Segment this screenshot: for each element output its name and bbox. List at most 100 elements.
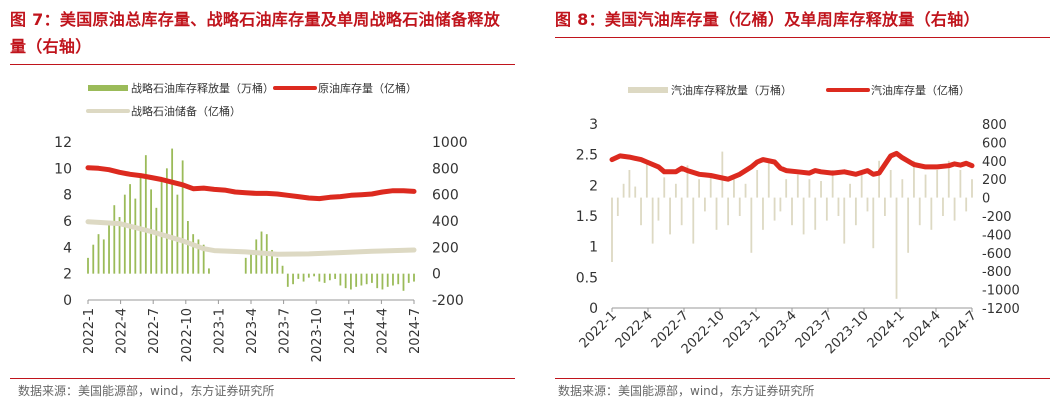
- x-tick-label-0: 2022-1: [577, 308, 620, 351]
- bar-1-40: [843, 197, 846, 244]
- bar-1-47: [884, 197, 886, 216]
- bar-1-20: [727, 197, 730, 226]
- bar-1-18: [715, 197, 718, 230]
- x-tick-label-10: 2024-7: [408, 308, 423, 354]
- series-line-0: [85, 165, 417, 202]
- left-axis-tick-4: 2: [589, 178, 598, 194]
- bar-1-33: [802, 197, 805, 235]
- bar-2-49: [376, 273, 379, 289]
- bar-1-25: [756, 170, 759, 198]
- bar-2-2: [97, 234, 100, 274]
- bar-2-29: [271, 249, 273, 274]
- bar-2-34: [297, 273, 300, 279]
- bar-1-48: [889, 170, 892, 198]
- bar-1-26: [762, 197, 764, 230]
- bar-2-35: [302, 273, 305, 282]
- legend-label-1: 汽油库存量（亿桶）: [871, 83, 970, 97]
- bar-2-18: [181, 160, 184, 274]
- chart-panel-1: 图 7：美国原油总库存量、战略石油库存量及单周战略石油储备释放量（右轴） 0 2 4…: [0, 0, 524, 410]
- left-axis-tick-2: 1: [589, 240, 598, 256]
- x-tick-label-1: 2022-4: [613, 308, 656, 351]
- bar-1-57: [942, 197, 944, 216]
- bar-1-9: [663, 177, 666, 198]
- bar-1-38: [831, 170, 834, 198]
- bar-2-41: [334, 273, 337, 279]
- bar-1-42: [854, 197, 857, 226]
- bar-1-55: [930, 197, 933, 230]
- x-tick-label-4: 2023-1: [721, 308, 764, 351]
- bar-1-16: [704, 197, 706, 212]
- x-tick-label-8: 2024-1: [865, 308, 908, 351]
- x-tick-label-1: 2022-4: [115, 308, 130, 354]
- series-line-1: [85, 219, 417, 257]
- bar-2-13: [155, 207, 158, 274]
- chart-title-2: 图 8：美国汽油库存量（亿桶）及单周库存释放量（右轴）: [555, 10, 980, 29]
- bar-2-30: [276, 257, 279, 274]
- chart-title-1: 图 7：美国原油总库存量、战略石油库存量及单周战略石油储备释放量（右轴）: [10, 10, 501, 56]
- legend-label-2: 战略石油储备（亿桶）: [131, 104, 241, 118]
- bar-1-60: [959, 170, 962, 198]
- right-axis-tick-2: 200: [432, 240, 459, 256]
- title-underline-2: [555, 37, 1050, 38]
- bar-2-5: [113, 205, 116, 274]
- x-tick-label-5: 2023-4: [757, 308, 800, 351]
- bar-2-0: [87, 257, 89, 274]
- chart-1: 0 2 4 6 8 10 12 -200 0 200 400 600 800 1000 2022-1 2022…: [54, 81, 468, 362]
- bar-2-10: [139, 173, 142, 274]
- bar-1-51: [907, 197, 910, 253]
- bar-2-48: [371, 273, 373, 283]
- bar-1-32: [796, 174, 799, 198]
- bar-2-47: [365, 273, 368, 285]
- right-axis-tick-0: -1200: [982, 302, 1020, 317]
- bar-1-21: [733, 179, 735, 198]
- left-axis-tick-3: 1.5: [576, 209, 598, 225]
- bar-1-27: [767, 160, 770, 198]
- left-axis-tick-1: 0.5: [576, 270, 598, 286]
- left-axis-tick-5: 10: [54, 161, 72, 177]
- bar-1-30: [785, 179, 788, 198]
- legend-label-0: 汽油库存释放量（万桶）: [671, 83, 792, 97]
- legend-label-1: 原油库存量（亿桶）: [318, 81, 417, 95]
- right-axis-tick-7: 200: [982, 173, 1007, 188]
- legend-label-0: 战略石油库存释放量（万桶）: [131, 81, 274, 95]
- right-axis-tick-4: 600: [432, 188, 459, 204]
- bar-1-35: [814, 197, 817, 230]
- bar-1-5: [640, 197, 642, 226]
- x-tick-label-9: 2024-4: [901, 308, 944, 351]
- bar-1-23: [744, 183, 747, 198]
- bar-2-40: [328, 273, 331, 281]
- bar-2-1: [92, 244, 95, 274]
- bar-2-20: [192, 234, 195, 274]
- bar-1-0: [611, 197, 613, 262]
- bar-1-43: [860, 174, 863, 198]
- x-tick-label-8: 2024-1: [343, 308, 358, 354]
- bar-1-58: [947, 160, 950, 198]
- bar-2-17: [176, 194, 179, 274]
- bar-1-53: [918, 197, 921, 226]
- bar-1-22: [738, 197, 741, 216]
- right-axis-tick-6: 1000: [432, 135, 468, 151]
- bar-2-16: [171, 148, 174, 274]
- chart-2: 0 0.5 1 1.5 2 2.5 3 -1200 -1000 -800 -600 -400 -200 0…: [576, 83, 1020, 357]
- bar-2-23: [208, 268, 210, 274]
- bar-2-3: [102, 239, 105, 274]
- bar-1-29: [779, 197, 782, 212]
- bar-2-44: [350, 273, 352, 290]
- bar-1-6: [645, 160, 648, 198]
- right-axis-tick-5: -200: [982, 210, 1012, 225]
- bar-2-21: [197, 239, 200, 274]
- bar-1-14: [692, 197, 695, 244]
- left-axis-tick-4: 8: [63, 188, 72, 204]
- right-axis-tick-5: 800: [432, 161, 459, 177]
- x-tick-label-5: 2023-4: [245, 308, 260, 354]
- bar-1-15: [698, 179, 700, 198]
- right-axis-tick-3: -600: [982, 247, 1012, 262]
- bar-2-37: [313, 273, 315, 277]
- chart-panel-2: 图 8：美国汽油库存量（亿桶）及单周库存释放量（右轴） 0 0.5 1 1.5 2 2.5…: [540, 0, 1061, 410]
- footer-rule-1: [10, 378, 515, 379]
- bar-2-52: [392, 273, 394, 286]
- bar-1-12: [680, 197, 683, 226]
- bar-2-14: [160, 178, 163, 274]
- bar-2-42: [339, 273, 342, 286]
- left-axis-tick-2: 4: [63, 240, 72, 256]
